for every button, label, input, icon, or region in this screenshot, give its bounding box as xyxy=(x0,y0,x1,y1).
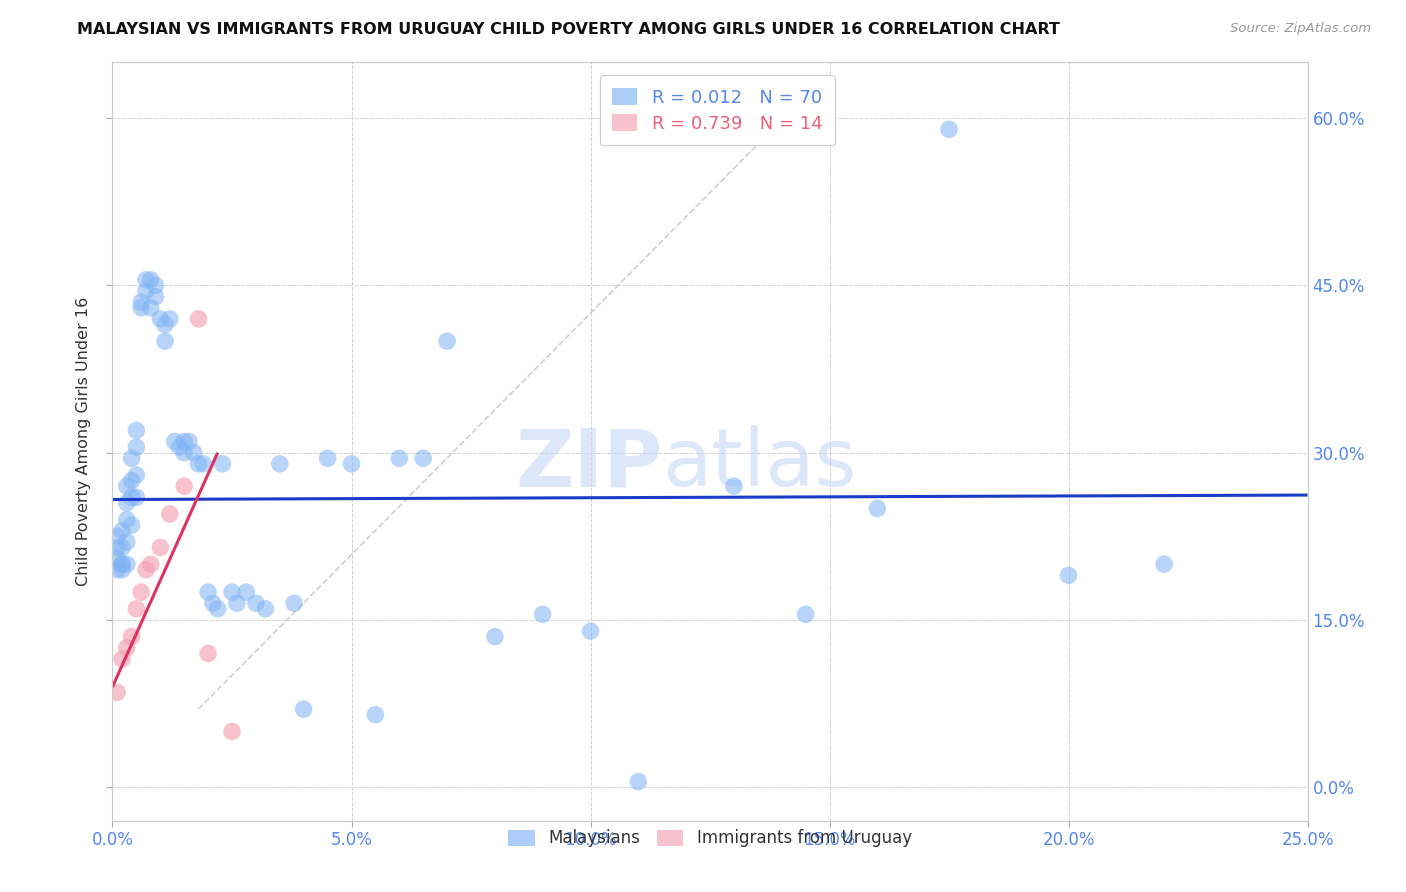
Point xyxy=(121,451,143,466)
Point xyxy=(115,534,138,549)
Point xyxy=(153,334,176,349)
Point xyxy=(139,273,162,287)
Point xyxy=(866,501,889,516)
Point xyxy=(139,301,162,315)
Point xyxy=(177,434,200,449)
Point xyxy=(145,289,167,303)
Point xyxy=(105,529,128,543)
Point xyxy=(183,446,205,460)
Point xyxy=(129,585,152,599)
Point xyxy=(105,541,128,555)
Point xyxy=(149,541,172,555)
Point xyxy=(484,630,506,644)
Point xyxy=(221,724,243,739)
Point xyxy=(364,707,387,722)
Point xyxy=(412,451,434,466)
Point xyxy=(153,318,176,332)
Point xyxy=(1153,557,1175,572)
Point xyxy=(115,557,138,572)
Point xyxy=(105,563,128,577)
Text: MALAYSIAN VS IMMIGRANTS FROM URUGUAY CHILD POVERTY AMONG GIRLS UNDER 16 CORRELAT: MALAYSIAN VS IMMIGRANTS FROM URUGUAY CHI… xyxy=(77,22,1060,37)
Point xyxy=(129,301,152,315)
Point xyxy=(245,596,267,610)
Text: ZIP: ZIP xyxy=(515,425,662,503)
Point xyxy=(111,652,134,666)
Point xyxy=(173,446,195,460)
Point xyxy=(111,563,134,577)
Point xyxy=(115,512,138,526)
Point xyxy=(436,334,458,349)
Point xyxy=(135,284,157,298)
Point xyxy=(269,457,291,471)
Point xyxy=(111,557,134,572)
Y-axis label: Child Poverty Among Girls Under 16: Child Poverty Among Girls Under 16 xyxy=(76,297,91,586)
Text: Source: ZipAtlas.com: Source: ZipAtlas.com xyxy=(1230,22,1371,36)
Point xyxy=(125,467,148,482)
Point xyxy=(173,434,195,449)
Point xyxy=(163,434,186,449)
Point xyxy=(125,440,148,454)
Point xyxy=(197,585,219,599)
Point xyxy=(579,624,602,639)
Point xyxy=(115,496,138,510)
Point xyxy=(211,457,233,471)
Point xyxy=(115,479,138,493)
Point xyxy=(159,507,181,521)
Point xyxy=(173,479,195,493)
Point xyxy=(169,440,191,454)
Point xyxy=(111,557,134,572)
Point xyxy=(115,640,138,655)
Text: atlas: atlas xyxy=(662,425,856,503)
Point xyxy=(105,685,128,699)
Point xyxy=(139,557,162,572)
Point xyxy=(121,490,143,504)
Point xyxy=(125,424,148,438)
Point xyxy=(159,312,181,326)
Point xyxy=(254,602,277,616)
Point xyxy=(135,273,157,287)
Point xyxy=(149,312,172,326)
Point xyxy=(531,607,554,622)
Point xyxy=(235,585,257,599)
Legend: Malaysians, Immigrants from Uruguay: Malaysians, Immigrants from Uruguay xyxy=(502,822,918,854)
Point xyxy=(145,278,167,293)
Point xyxy=(225,596,247,610)
Point xyxy=(111,541,134,555)
Point xyxy=(187,312,209,326)
Point xyxy=(292,702,315,716)
Point xyxy=(794,607,817,622)
Point xyxy=(207,602,229,616)
Point xyxy=(111,524,134,538)
Point xyxy=(187,457,209,471)
Point xyxy=(221,585,243,599)
Point xyxy=(105,551,128,566)
Point xyxy=(201,596,224,610)
Point xyxy=(627,774,650,789)
Point xyxy=(125,490,148,504)
Point xyxy=(121,474,143,488)
Point xyxy=(283,596,305,610)
Point xyxy=(388,451,411,466)
Point xyxy=(197,646,219,660)
Point xyxy=(121,518,143,533)
Point xyxy=(121,630,143,644)
Point xyxy=(129,295,152,310)
Point xyxy=(340,457,363,471)
Point xyxy=(193,457,215,471)
Point xyxy=(135,563,157,577)
Point xyxy=(938,122,960,136)
Point xyxy=(723,479,745,493)
Point xyxy=(1057,568,1080,582)
Point xyxy=(125,602,148,616)
Point xyxy=(316,451,339,466)
